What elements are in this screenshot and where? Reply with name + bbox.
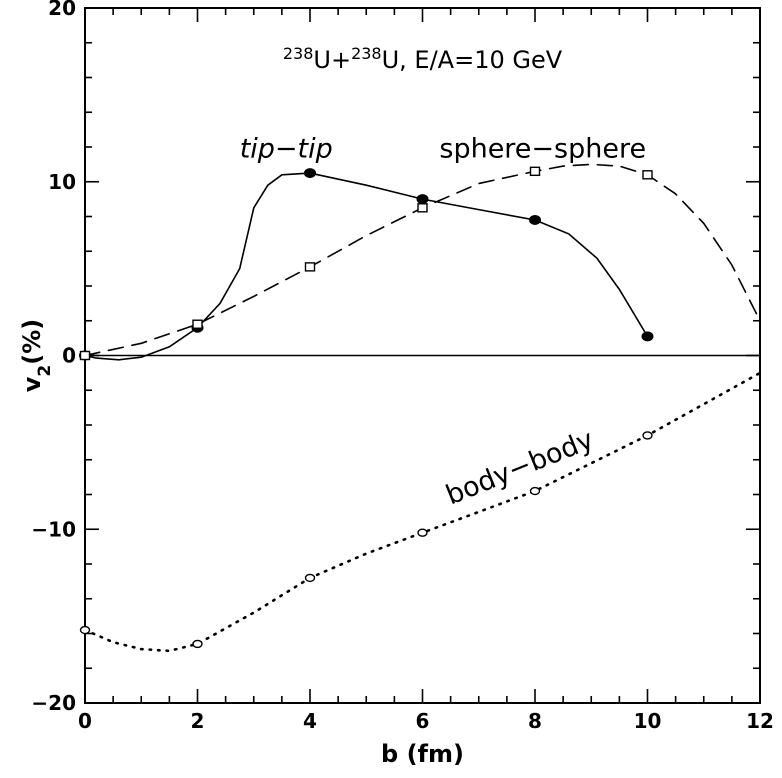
y-tick-label: 10 bbox=[48, 170, 76, 194]
series-line bbox=[84, 163, 761, 357]
labels-group: 238U+238U, E/A=10 GeV b (fm) v2(%) bbox=[18, 44, 563, 769]
data-point bbox=[417, 203, 428, 213]
data-point bbox=[529, 214, 541, 225]
data-point bbox=[416, 194, 429, 205]
data-point bbox=[417, 528, 428, 537]
chart-title: 238U+238U, E/A=10 GeV bbox=[283, 44, 563, 75]
data-point bbox=[304, 262, 316, 272]
x-tick-label: 0 bbox=[78, 709, 92, 733]
y-tick-label: −20 bbox=[31, 691, 76, 715]
data-point bbox=[192, 319, 203, 329]
data-point bbox=[79, 625, 91, 635]
y-axis-title-main: v bbox=[18, 376, 46, 392]
data-point bbox=[642, 431, 653, 440]
x-tick-label: 8 bbox=[528, 709, 542, 733]
series-label: sphere−sphere bbox=[439, 133, 646, 164]
series-group: tip−tip sphere−sphere body−body bbox=[79, 133, 762, 653]
series-line bbox=[83, 371, 762, 653]
x-tick-label: 6 bbox=[416, 709, 430, 733]
x-tick-label: 4 bbox=[303, 709, 317, 733]
y-tick-label: 20 bbox=[48, 0, 76, 20]
data-point bbox=[304, 573, 316, 583]
title-mass-1: 238 bbox=[283, 44, 314, 63]
data-point bbox=[642, 170, 653, 180]
y-tick-label: −10 bbox=[31, 517, 76, 541]
x-tick-label: 12 bbox=[746, 709, 774, 733]
y-tick-label: 0 bbox=[62, 344, 76, 368]
y-axis-title-unit: (%) bbox=[18, 319, 46, 365]
y-axis-title-sub: 2 bbox=[35, 365, 55, 377]
title-rest: U, E/A=10 GeV bbox=[382, 46, 563, 74]
x-tick-label: 2 bbox=[191, 709, 205, 733]
series-label: tip−tip bbox=[240, 133, 333, 164]
y-axis-title: v2(%) bbox=[18, 319, 55, 392]
x-tick-label: 10 bbox=[634, 709, 662, 733]
series-label: body−body bbox=[442, 424, 598, 511]
title-nucleus-1: U+ bbox=[313, 46, 351, 74]
data-point bbox=[79, 350, 91, 361]
title-mass-2: 238 bbox=[351, 44, 382, 63]
x-axis-title: b (fm) bbox=[381, 740, 464, 768]
data-point bbox=[641, 331, 654, 342]
data-point bbox=[529, 486, 541, 496]
data-point bbox=[192, 639, 203, 649]
series-line bbox=[84, 172, 649, 361]
data-point bbox=[304, 168, 316, 179]
data-point bbox=[529, 166, 541, 177]
